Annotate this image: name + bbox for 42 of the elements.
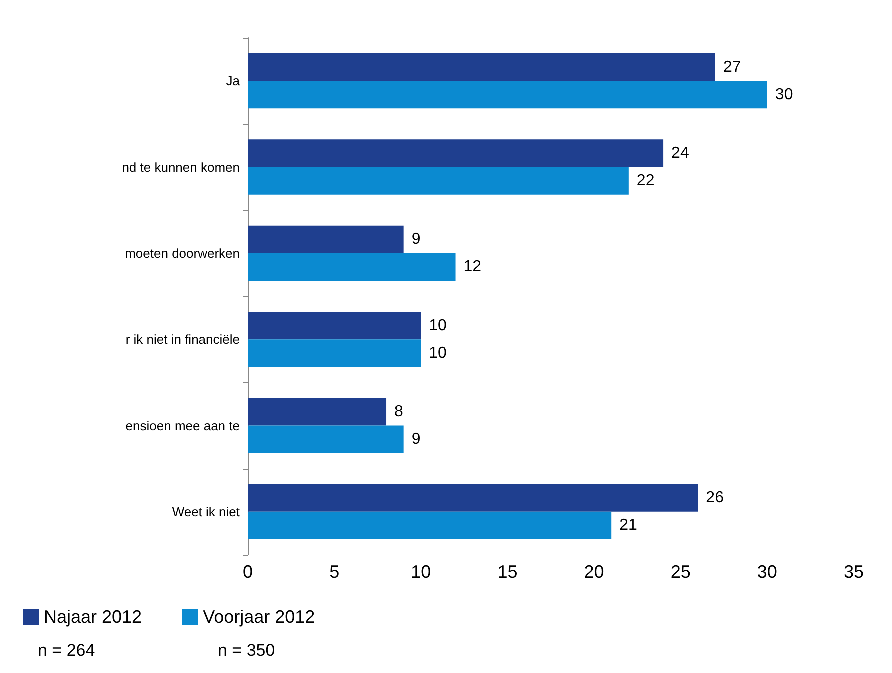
data-label: 12	[464, 258, 482, 276]
y-tick-label: Ja	[226, 74, 241, 89]
x-tick-label: 30	[757, 562, 778, 582]
data-label: 8	[394, 403, 404, 420]
data-label: 24	[672, 144, 690, 162]
bar	[248, 54, 716, 82]
y-tick-label: ensioen mee aan te	[126, 418, 240, 434]
data-label: 9	[412, 231, 421, 248]
bar	[248, 484, 698, 512]
bar	[248, 512, 612, 540]
bar	[248, 226, 404, 254]
bar	[248, 253, 456, 281]
bar	[248, 81, 768, 109]
text: n = 350	[218, 641, 276, 660]
bar	[248, 340, 422, 368]
x-tick-label: 10	[411, 562, 432, 582]
data-label: 30	[775, 86, 794, 104]
text: n = 264	[38, 641, 96, 660]
x-tick-label: 25	[670, 562, 691, 582]
y-tick-label: moeten doorwerken	[125, 246, 240, 261]
data-label: 9	[412, 431, 421, 448]
bar	[248, 398, 387, 426]
bar	[248, 167, 629, 195]
bar	[248, 426, 404, 454]
x-tick-label: 5	[330, 562, 340, 582]
y-tick-label: r ik niet in financiële	[126, 332, 240, 348]
bar	[248, 140, 664, 168]
data-label: 27	[723, 58, 742, 76]
data-label: 21	[620, 517, 638, 534]
data-label: 10	[429, 317, 448, 334]
x-tick-label: 35	[844, 562, 864, 582]
data-label: 26	[706, 490, 724, 507]
x-tick-label: 15	[498, 562, 518, 582]
y-tick-label: nd te kunnen komen	[122, 160, 240, 175]
data-label: 10	[429, 344, 448, 362]
y-tick-label: Weet ik niet	[172, 504, 240, 520]
data-label: 22	[636, 172, 655, 190]
bar	[248, 312, 422, 340]
x-tick-label: 20	[584, 562, 604, 582]
x-tick-label: 0	[242, 562, 254, 582]
legend-label: Voorjaar 2012	[203, 607, 316, 627]
legend-label: Najaar 2012	[44, 607, 142, 627]
